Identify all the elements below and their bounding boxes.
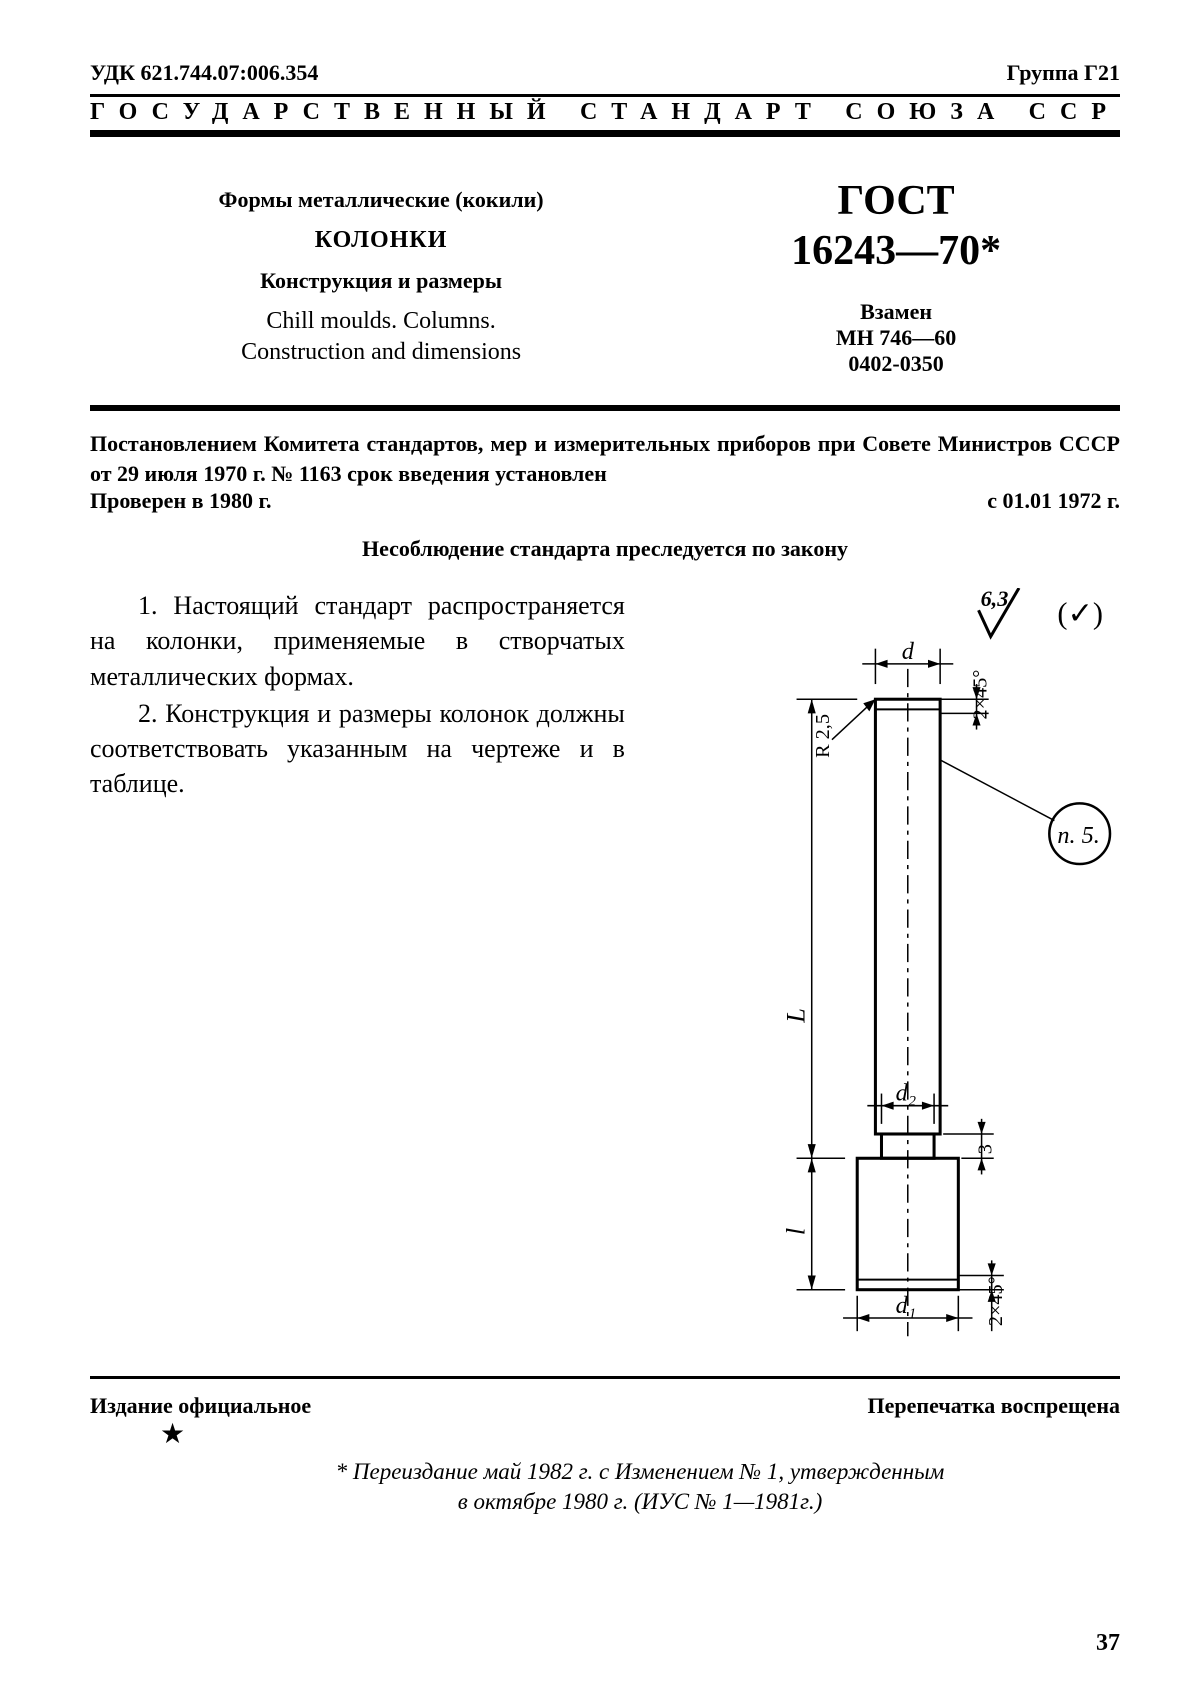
page: УДК 621.744.07:006.354 Группа Г21 ГОСУДА… [0,0,1200,1697]
rule-2 [90,1376,1120,1379]
page-number: 37 [1096,1630,1120,1657]
udk-code: УДК 621.744.07:006.354 [90,60,318,86]
vzamen-3: 0402-0350 [672,351,1120,377]
footnote-2: в октябре 1980 г. (ИУС № 1—1981г.) [458,1489,823,1514]
roughness-value: 6,3 [980,588,1008,611]
decree-effective: с 01.01 1972 г. [987,488,1120,514]
banner: ГОСУДАРСТВЕННЫЙ СТАНДАРТ СОЮЗА ССР [90,94,1120,137]
footnote: * Переиздание май 1982 г. с Изменением №… [220,1457,1060,1517]
body-row: 1. Настоящий стандарт распространяется н… [90,588,1120,1361]
vzamen-2: МН 746—60 [672,325,1120,351]
title-ru-3: Конструкция и размеры [90,268,672,294]
law-warning: Несоблюдение стандарта преследуется по з… [90,536,1120,562]
drawing-svg: 6,3 (✓) [655,588,1120,1356]
footer-right: Перепечатка воспрещена [868,1393,1120,1419]
footer-left: Издание официальное [90,1393,311,1419]
roughness-icon: 6,3 [978,588,1018,637]
star-icon: ★ [160,1417,1120,1451]
top-row: УДК 621.744.07:006.354 Группа Г21 [90,60,1120,86]
dim-chamfer-bottom: 2×45° [985,1277,1007,1327]
header-block: Формы металлические (кокили) КОЛОНКИ Кон… [90,177,1120,377]
dim-chamfer-top: 2×45° [970,670,992,720]
title-en-2: Construction and dimensions [90,339,672,366]
gost-number: 16243—70* [672,227,1120,275]
drawing: 6,3 (✓) [655,588,1120,1361]
dim-l: l [782,1228,811,1235]
gost-label: ГОСТ [672,177,1120,225]
dim-d1: d₁ [896,1292,917,1319]
roughness-check: (✓) [1057,597,1103,631]
footer-row: Издание официальное Перепечатка воспреще… [90,1393,1120,1419]
rule-1 [90,405,1120,411]
title-ru-2: КОЛОНКИ [90,227,672,254]
vzamen: Взамен [672,299,1120,325]
decree-dates: Проверен в 1980 г. с 01.01 1972 г. [90,488,1120,514]
dim-neck: 3 [975,1144,997,1154]
footnote-1: * Переиздание май 1982 г. с Изменением №… [336,1459,945,1484]
header-left: Формы металлические (кокили) КОЛОНКИ Кон… [90,177,672,377]
body-p1: 1. Настоящий стандарт распространяется н… [90,588,625,693]
header-right: ГОСТ 16243—70* Взамен МН 746—60 0402-035… [672,177,1120,377]
title-en-1: Chill moulds. Columns. [90,308,672,335]
dim-d: d [902,638,915,665]
dim-radius: R 2,5 [812,714,834,758]
group-code: Группа Г21 [1007,60,1120,86]
dim-d2: d₂ [896,1080,917,1107]
dim-L: L [782,1009,811,1025]
decree-text: Постановлением Комитета стандартов, мер … [90,429,1120,488]
title-ru-1: Формы металлические (кокили) [90,187,672,213]
body-text: 1. Настоящий стандарт распространяется н… [90,588,625,1361]
note-circle: п. 5. [1057,822,1099,849]
body-p2: 2. Конструкция и размеры колонок должны … [90,696,625,801]
decree-checked: Проверен в 1980 г. [90,488,272,514]
